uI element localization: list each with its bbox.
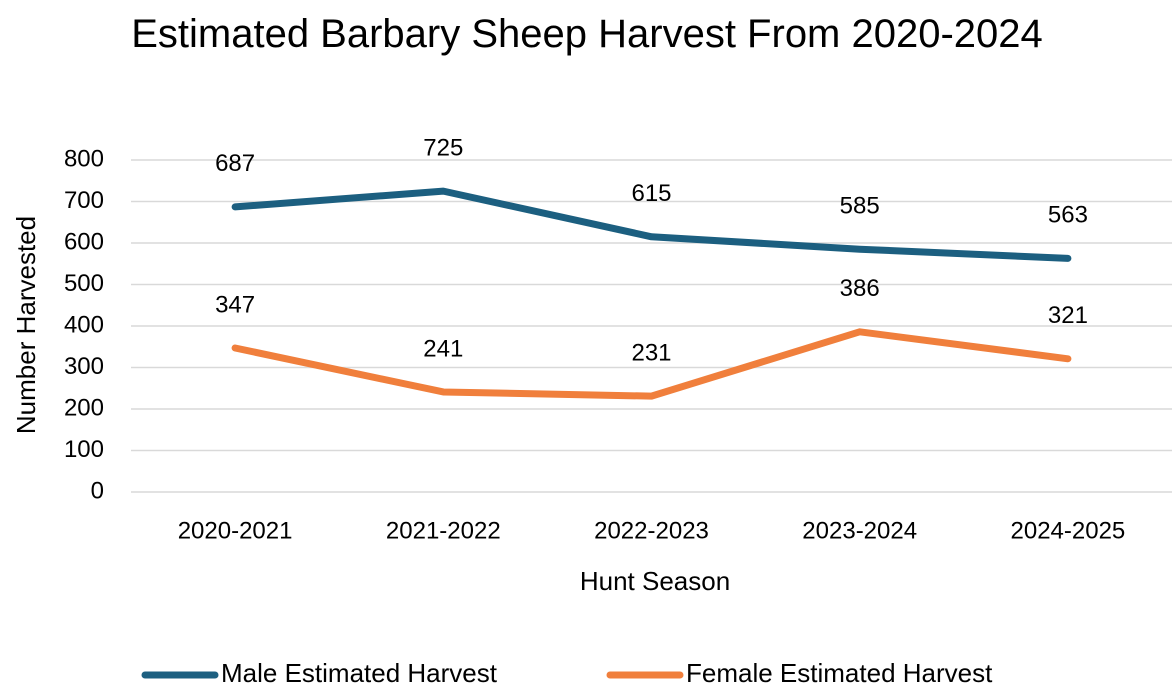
data-label: 231 — [631, 339, 671, 366]
data-label: 321 — [1048, 302, 1088, 329]
series-line — [231, 328, 1072, 400]
y-tick-label: 600 — [64, 228, 104, 255]
data-label: 615 — [631, 180, 671, 207]
data-label: 241 — [423, 335, 463, 362]
series-line — [231, 187, 1072, 262]
x-tick-label: 2021-2022 — [386, 517, 501, 544]
data-label: 725 — [423, 134, 463, 161]
y-axis-label: Number Harvested — [11, 216, 41, 434]
y-tick-label: 300 — [64, 353, 104, 380]
y-tick-label: 200 — [64, 394, 104, 421]
x-tick-label: 2023-2024 — [802, 517, 917, 544]
y-tick-label: 500 — [64, 270, 104, 297]
x-tick-label: 2024-2025 — [1011, 517, 1126, 544]
x-tick-label: 2020-2021 — [178, 517, 293, 544]
data-label: 386 — [840, 275, 880, 302]
data-label: 585 — [840, 193, 880, 220]
chart-title: Estimated Barbary Sheep Harvest From 202… — [131, 12, 1043, 56]
y-tick-label: 400 — [64, 311, 104, 338]
legend-label: Female Estimated Harvest — [686, 658, 993, 688]
x-axis-label: Hunt Season — [580, 566, 730, 596]
y-tick-label: 800 — [64, 145, 104, 172]
x-tick-label: 2022-2023 — [594, 517, 709, 544]
legend-label: Male Estimated Harvest — [221, 658, 498, 688]
data-label: 563 — [1048, 202, 1088, 229]
data-label: 687 — [215, 150, 255, 177]
data-label: 347 — [215, 291, 255, 318]
y-tick-label: 700 — [64, 187, 104, 214]
y-tick-label: 100 — [64, 436, 104, 463]
y-tick-label: 0 — [91, 477, 104, 504]
